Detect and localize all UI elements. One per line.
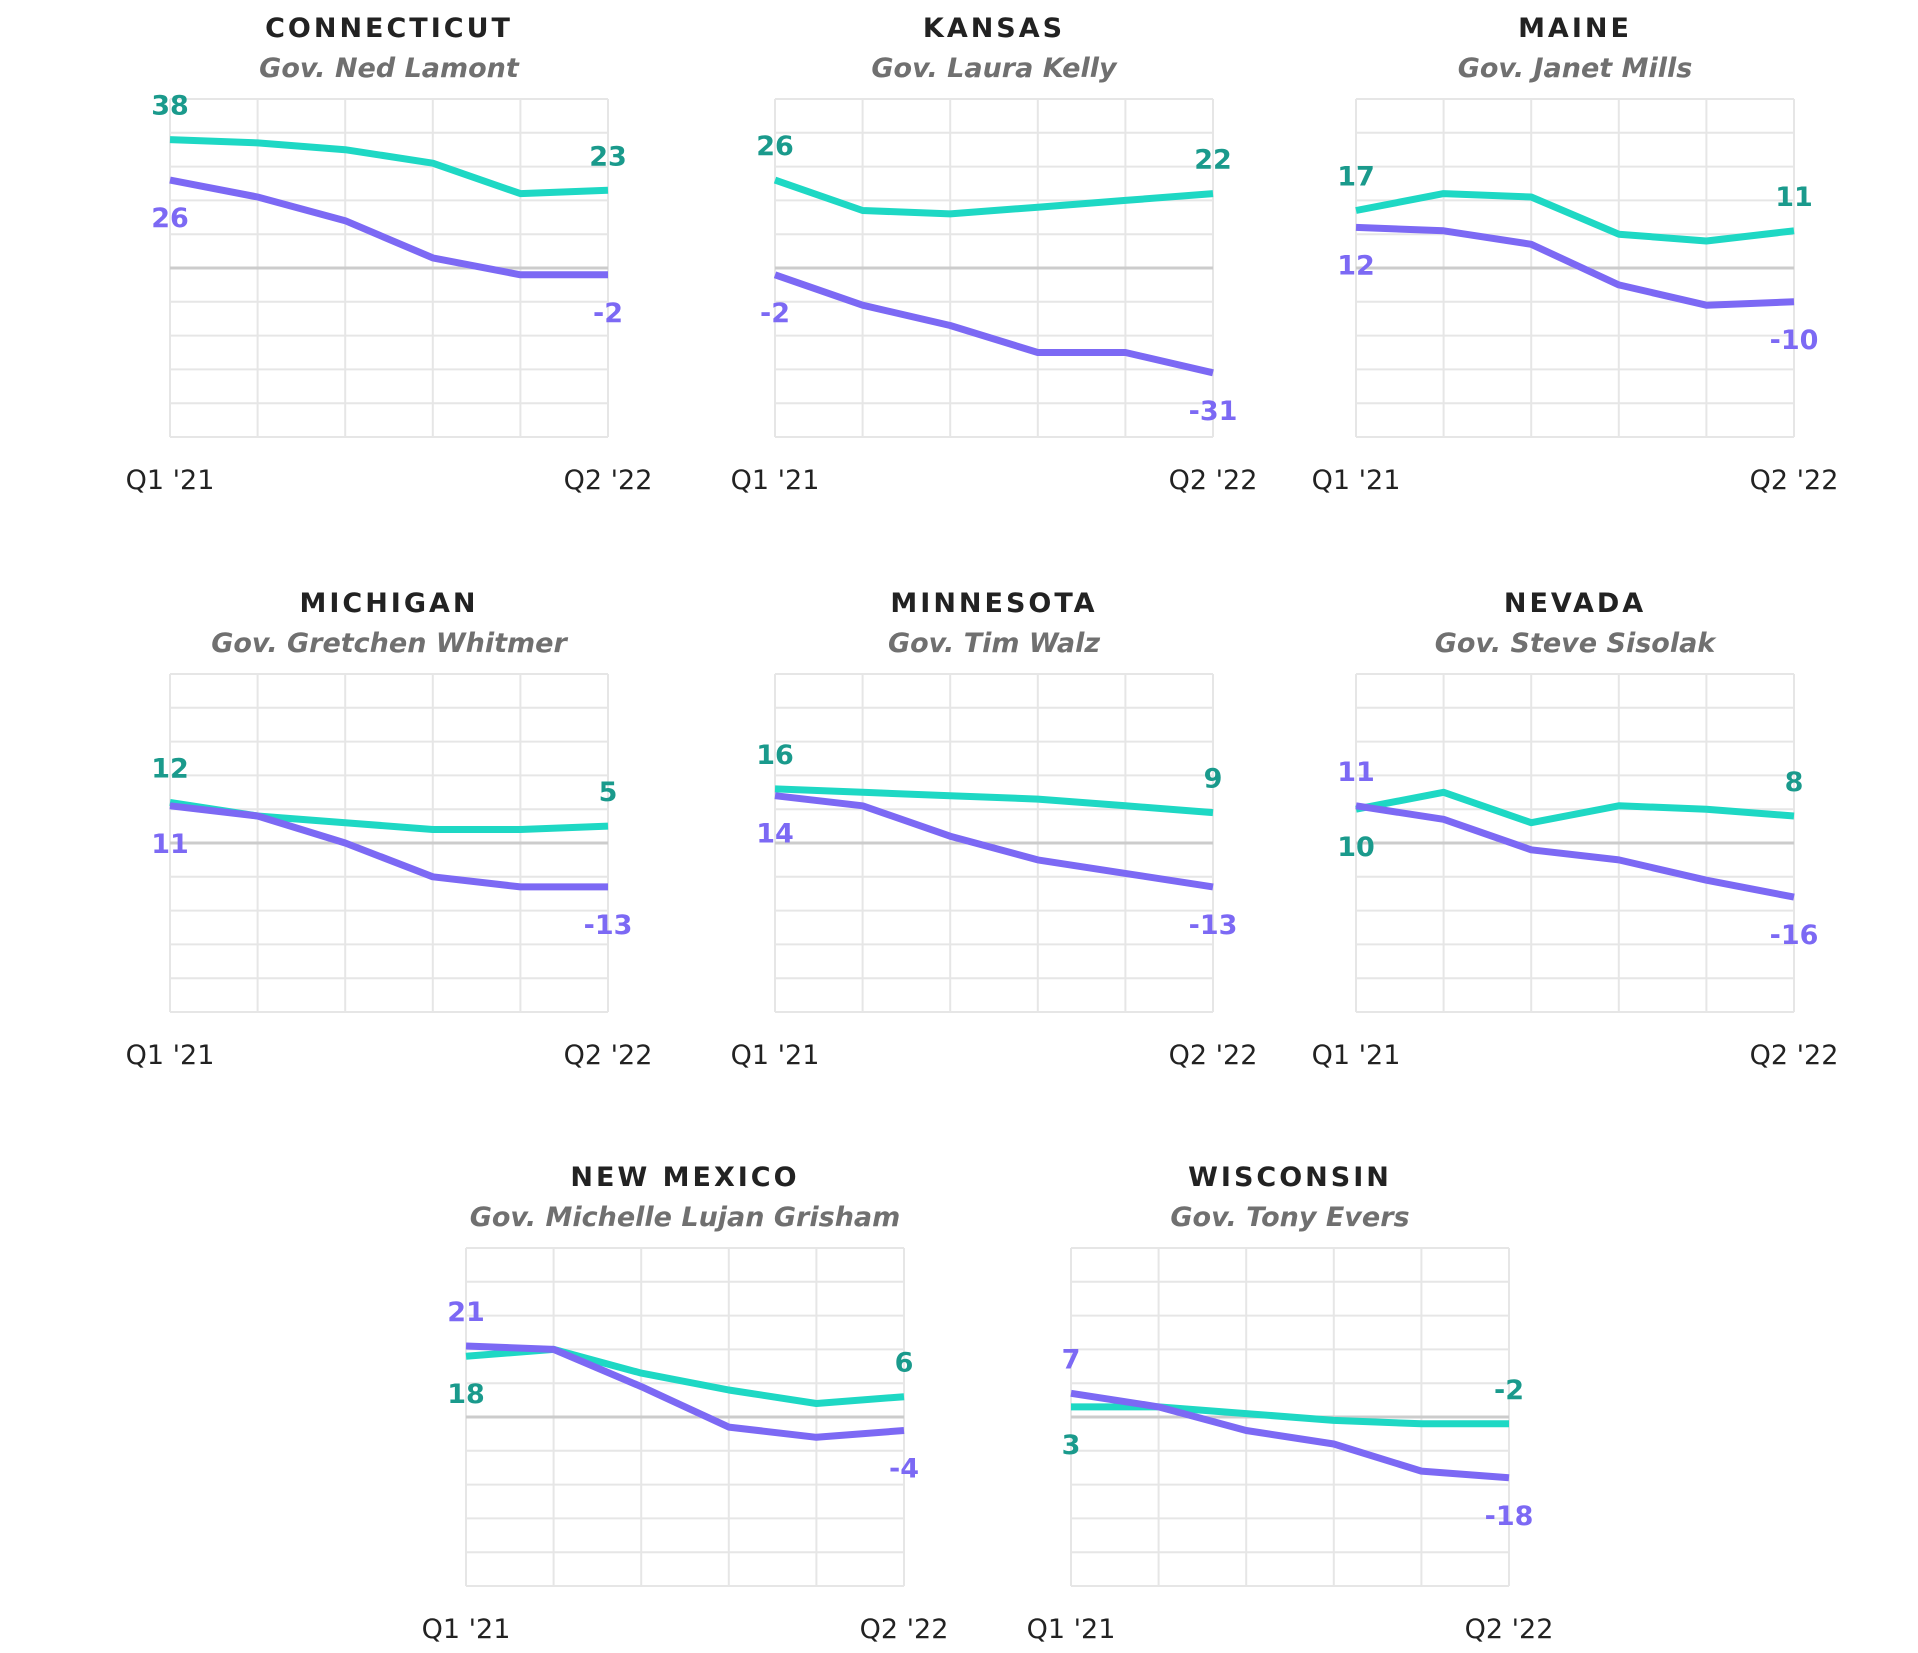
chart-panel-3: MAINE Gov. Janet Mills Q1 '21 Q2 '22 17 12 11 -… <box>1312 13 1839 496</box>
start-value-label: 21 <box>447 1297 485 1328</box>
start-value-label: 12 <box>151 753 189 784</box>
end-value-label: 6 <box>895 1348 914 1379</box>
x-tick-label: Q2 '22 <box>1750 1040 1839 1071</box>
series-line-1 <box>169 136 609 198</box>
chart-panel-6: NEVADA Gov. Steve Sisolak Q1 '21 Q2 '22 11 10… <box>1312 588 1839 1071</box>
end-value-label: 5 <box>599 777 618 808</box>
chart-panel-7: NEW MEXICO Gov. Michelle Lujan Grisham Q1 … <box>422 1162 949 1645</box>
x-tick-label: Q1 '21 <box>422 1614 511 1645</box>
x-tick-label: Q1 '21 <box>126 1040 215 1071</box>
end-value-label: 11 <box>1775 182 1813 213</box>
end-value-label: -2 <box>593 298 623 329</box>
x-tick-label: Q1 '21 <box>1027 1614 1116 1645</box>
chart-panel-4: MICHIGAN Gov. Gretchen Whitmer Q1 '21 Q2 '2… <box>126 588 653 1071</box>
end-value-label: -13 <box>1189 910 1238 941</box>
x-tick-label: Q2 '22 <box>564 465 653 496</box>
series-line-2 <box>1355 802 1795 901</box>
end-value-label: 22 <box>1194 145 1232 176</box>
chart-subtitle: Gov. Michelle Lujan Grisham <box>470 1202 901 1233</box>
chart-title: NEW MEXICO <box>570 1162 799 1193</box>
start-value-label: 10 <box>1337 832 1375 863</box>
end-value-label: 23 <box>589 141 627 172</box>
end-value-label: -31 <box>1189 396 1238 427</box>
chart-subtitle: Gov. Steve Sisolak <box>1435 628 1718 659</box>
end-value-label: -18 <box>1485 1501 1534 1532</box>
series-line-1 <box>1355 190 1795 245</box>
series-line-2 <box>1070 1389 1510 1482</box>
start-value-label: 18 <box>447 1379 485 1410</box>
chart-title: NEVADA <box>1504 588 1646 619</box>
start-value-label: 26 <box>756 131 794 162</box>
end-value-label: -4 <box>889 1454 919 1485</box>
start-value-label: 11 <box>151 829 189 860</box>
start-value-label: 17 <box>1337 162 1375 193</box>
chart-subtitle: Gov. Laura Kelly <box>871 53 1118 84</box>
chart-panel-2: KANSAS Gov. Laura Kelly Q1 '21 Q2 '22 26 -2 22… <box>731 13 1258 496</box>
series-line-1 <box>773 176 1214 218</box>
x-tick-label: Q2 '22 <box>564 1040 653 1071</box>
chart-title: MAINE <box>1518 13 1632 44</box>
start-value-label: 38 <box>151 91 189 122</box>
end-value-label: 8 <box>1785 767 1804 798</box>
chart-panel-5: MINNESOTA Gov. Tim Walz Q1 '21 Q2 '22 16 14 9 -… <box>731 588 1258 1071</box>
end-value-label: 9 <box>1204 764 1223 795</box>
end-value-label: -10 <box>1770 325 1819 356</box>
start-value-label: 11 <box>1337 757 1375 788</box>
series-line-1 <box>1071 1403 1509 1428</box>
start-value-label: 26 <box>151 203 189 234</box>
series-line-2 <box>465 1342 905 1441</box>
start-value-label: 7 <box>1062 1344 1081 1375</box>
series-line-2 <box>774 792 1214 891</box>
series-line-2 <box>1355 223 1795 309</box>
x-tick-label: Q2 '22 <box>1169 1040 1258 1071</box>
x-tick-label: Q2 '22 <box>1169 465 1258 496</box>
start-value-label: 14 <box>756 819 794 850</box>
end-value-label: -2 <box>1494 1375 1524 1406</box>
x-tick-label: Q1 '21 <box>731 1040 820 1071</box>
end-value-label: -13 <box>584 910 633 941</box>
chart-title: CONNECTICUT <box>265 13 513 44</box>
start-value-label: 12 <box>1337 250 1375 281</box>
chart-subtitle: Gov. Gretchen Whitmer <box>211 628 568 659</box>
start-value-label: 16 <box>756 740 794 771</box>
series-line-1 <box>1355 788 1795 827</box>
start-value-label: 3 <box>1062 1430 1081 1461</box>
chart-subtitle: Gov. Janet Mills <box>1458 53 1693 84</box>
series-line-2 <box>169 176 608 279</box>
x-tick-label: Q1 '21 <box>1312 465 1401 496</box>
chart-title: MICHIGAN <box>299 588 478 619</box>
x-tick-label: Q1 '21 <box>1312 1040 1401 1071</box>
x-tick-label: Q1 '21 <box>126 465 215 496</box>
chart-subtitle: Gov. Tony Evers <box>1170 1202 1409 1233</box>
chart-title: WISCONSIN <box>1188 1162 1392 1193</box>
chart-panel-8: WISCONSIN Gov. Tony Evers Q1 '21 Q2 '22 7 3 -2… <box>1027 1162 1554 1645</box>
chart-panel-1: CONNECTICUT Gov. Ned Lamont Q1 '21 Q2 '22 38… <box>126 13 653 496</box>
chart-title: MINNESOTA <box>890 588 1097 619</box>
chart-title: KANSAS <box>923 13 1065 44</box>
x-tick-label: Q1 '21 <box>731 465 820 496</box>
series-line-2 <box>773 271 1214 377</box>
chart-subtitle: Gov. Tim Walz <box>888 628 1100 659</box>
series-line-1 <box>774 785 1214 817</box>
end-value-label: -16 <box>1770 920 1819 951</box>
start-value-label: -2 <box>760 298 790 329</box>
series-line-1 <box>465 1345 905 1407</box>
x-tick-label: Q2 '22 <box>1465 1614 1554 1645</box>
x-tick-label: Q2 '22 <box>1750 465 1839 496</box>
x-tick-label: Q2 '22 <box>860 1614 949 1645</box>
chart-subtitle: Gov. Ned Lamont <box>259 53 520 84</box>
series-line-2 <box>169 802 608 891</box>
